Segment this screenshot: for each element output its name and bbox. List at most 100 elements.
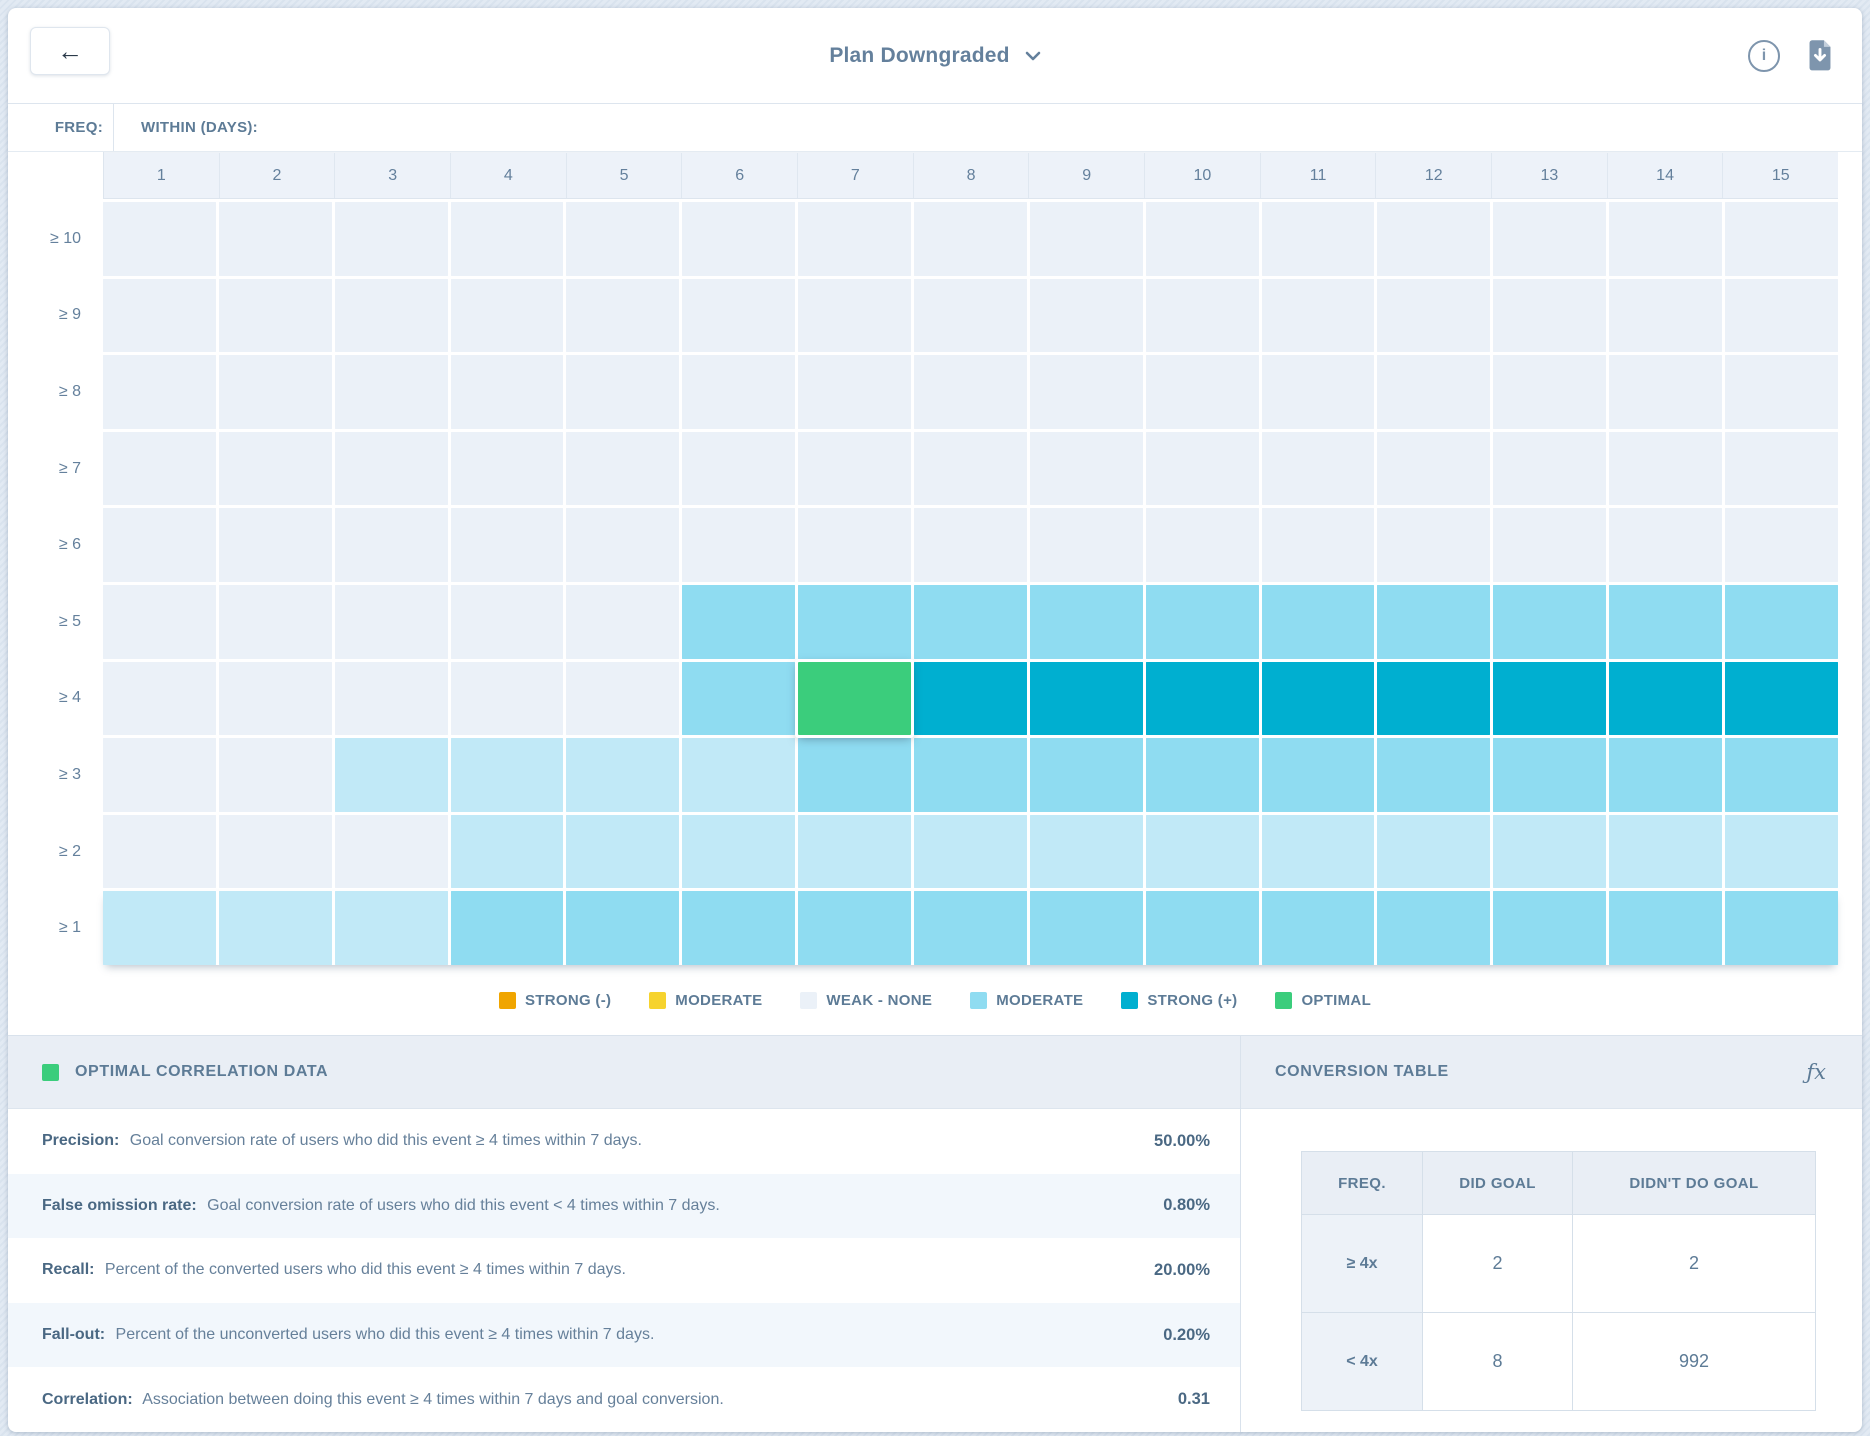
heatmap-cell-weak[interactable]: [103, 202, 216, 276]
heatmap-cell-moderate[interactable]: [1029, 738, 1143, 812]
heatmap-cell-weak[interactable]: [334, 584, 448, 659]
heatmap-cell-weak[interactable]: [1609, 355, 1723, 429]
heatmap-cell-weak[interactable]: [798, 278, 912, 353]
heatmap-cell-weak[interactable]: [914, 202, 1027, 276]
heatmap-cell-weak[interactable]: [1145, 202, 1259, 276]
heatmap-cell-weak[interactable]: [103, 431, 216, 506]
heatmap-cell-weak[interactable]: [1029, 508, 1143, 582]
heatmap-cell-moderate[interactable]: [914, 584, 1027, 659]
heatmap-cell-light[interactable]: [798, 814, 912, 889]
heatmap-cell-weak[interactable]: [1377, 355, 1491, 429]
heatmap-cell-moderate[interactable]: [798, 891, 912, 965]
heatmap-cell-weak[interactable]: [566, 202, 680, 276]
heatmap-cell-light[interactable]: [682, 738, 796, 812]
heatmap-cell-strong[interactable]: [1493, 661, 1607, 736]
heatmap-cell-moderate[interactable]: [682, 584, 796, 659]
heatmap-cell-strong[interactable]: [1377, 661, 1491, 736]
heatmap-cell-weak[interactable]: [450, 431, 564, 506]
heatmap-cell-moderate[interactable]: [1725, 891, 1838, 965]
heatmap-cell-moderate[interactable]: [566, 891, 680, 965]
formula-fx-icon[interactable]: ƒx: [1806, 1060, 1826, 1084]
heatmap-cell-weak[interactable]: [1493, 431, 1607, 506]
heatmap-cell-weak[interactable]: [682, 431, 796, 506]
heatmap-cell-weak[interactable]: [682, 202, 796, 276]
heatmap-cell-weak[interactable]: [1725, 355, 1838, 429]
heatmap-cell-weak[interactable]: [1145, 508, 1259, 582]
heatmap-cell-moderate[interactable]: [1609, 584, 1723, 659]
heatmap-cell-weak[interactable]: [450, 584, 564, 659]
heatmap-cell-weak[interactable]: [914, 355, 1027, 429]
heatmap-cell-strong[interactable]: [1145, 661, 1259, 736]
heatmap-cell-weak[interactable]: [682, 355, 796, 429]
heatmap-cell-light[interactable]: [682, 814, 796, 889]
heatmap-cell-weak[interactable]: [334, 355, 448, 429]
heatmap-cell-weak[interactable]: [1261, 508, 1375, 582]
heatmap-cell-weak[interactable]: [218, 814, 332, 889]
heatmap-cell-optimal[interactable]: [798, 661, 912, 736]
heatmap-cell-weak[interactable]: [1261, 355, 1375, 429]
heatmap-cell-light[interactable]: [1493, 814, 1607, 889]
heatmap-cell-weak[interactable]: [566, 431, 680, 506]
heatmap-cell-weak[interactable]: [1145, 355, 1259, 429]
heatmap-cell-moderate[interactable]: [1261, 738, 1375, 812]
heatmap-cell-weak[interactable]: [103, 814, 216, 889]
heatmap-cell-light[interactable]: [103, 891, 216, 965]
heatmap-cell-light[interactable]: [566, 814, 680, 889]
heatmap-cell-weak[interactable]: [566, 661, 680, 736]
heatmap-cell-weak[interactable]: [218, 278, 332, 353]
info-icon[interactable]: i: [1748, 39, 1780, 72]
heatmap-cell-weak[interactable]: [1145, 431, 1259, 506]
heatmap-cell-moderate[interactable]: [450, 891, 564, 965]
heatmap-cell-weak[interactable]: [450, 355, 564, 429]
heatmap-cell-strong[interactable]: [1029, 661, 1143, 736]
heatmap-cell-moderate[interactable]: [1029, 891, 1143, 965]
heatmap-cell-moderate[interactable]: [1725, 738, 1838, 812]
heatmap-cell-moderate[interactable]: [1377, 584, 1491, 659]
heatmap-cell-moderate[interactable]: [798, 584, 912, 659]
heatmap-cell-moderate[interactable]: [1145, 891, 1259, 965]
heatmap-cell-weak[interactable]: [450, 278, 564, 353]
heatmap-cell-weak[interactable]: [1493, 508, 1607, 582]
heatmap-cell-weak[interactable]: [1029, 431, 1143, 506]
heatmap-cell-weak[interactable]: [1725, 278, 1838, 353]
heatmap-cell-moderate[interactable]: [1029, 584, 1143, 659]
heatmap-cell-weak[interactable]: [682, 278, 796, 353]
heatmap-cell-weak[interactable]: [1377, 278, 1491, 353]
heatmap-cell-weak[interactable]: [1377, 431, 1491, 506]
heatmap-cell-strong[interactable]: [1261, 661, 1375, 736]
heatmap-cell-weak[interactable]: [1609, 431, 1723, 506]
heatmap-cell-weak[interactable]: [798, 431, 912, 506]
heatmap-cell-strong[interactable]: [1609, 661, 1723, 736]
heatmap-cell-moderate[interactable]: [1725, 584, 1838, 659]
heatmap-cell-weak[interactable]: [334, 661, 448, 736]
heatmap-cell-weak[interactable]: [218, 738, 332, 812]
heatmap-cell-light[interactable]: [1377, 814, 1491, 889]
heatmap-cell-weak[interactable]: [1377, 508, 1491, 582]
heatmap-cell-moderate[interactable]: [1493, 738, 1607, 812]
heatmap-cell-weak[interactable]: [103, 278, 216, 353]
heatmap-cell-weak[interactable]: [1029, 278, 1143, 353]
heatmap-cell-weak[interactable]: [914, 508, 1027, 582]
heatmap-cell-moderate[interactable]: [1261, 891, 1375, 965]
heatmap-cell-weak[interactable]: [914, 431, 1027, 506]
heatmap-cell-strong[interactable]: [1725, 661, 1838, 736]
heatmap-cell-weak[interactable]: [1609, 278, 1723, 353]
heatmap-cell-moderate[interactable]: [914, 891, 1027, 965]
heatmap-cell-weak[interactable]: [1261, 278, 1375, 353]
heatmap-cell-weak[interactable]: [1377, 202, 1491, 276]
heatmap-cell-light[interactable]: [334, 891, 448, 965]
heatmap-cell-light[interactable]: [1029, 814, 1143, 889]
heatmap-cell-weak[interactable]: [1261, 202, 1375, 276]
heatmap-cell-moderate[interactable]: [1377, 891, 1491, 965]
heatmap-cell-moderate[interactable]: [682, 891, 796, 965]
heatmap-cell-weak[interactable]: [682, 508, 796, 582]
heatmap-cell-weak[interactable]: [1145, 278, 1259, 353]
heatmap-cell-weak[interactable]: [334, 814, 448, 889]
heatmap-cell-weak[interactable]: [798, 202, 912, 276]
heatmap-cell-weak[interactable]: [218, 661, 332, 736]
title-dropdown[interactable]: Plan Downgraded: [8, 8, 1862, 103]
heatmap-cell-moderate[interactable]: [682, 661, 796, 736]
heatmap-cell-strong[interactable]: [914, 661, 1027, 736]
heatmap-cell-weak[interactable]: [566, 584, 680, 659]
heatmap-cell-weak[interactable]: [450, 661, 564, 736]
